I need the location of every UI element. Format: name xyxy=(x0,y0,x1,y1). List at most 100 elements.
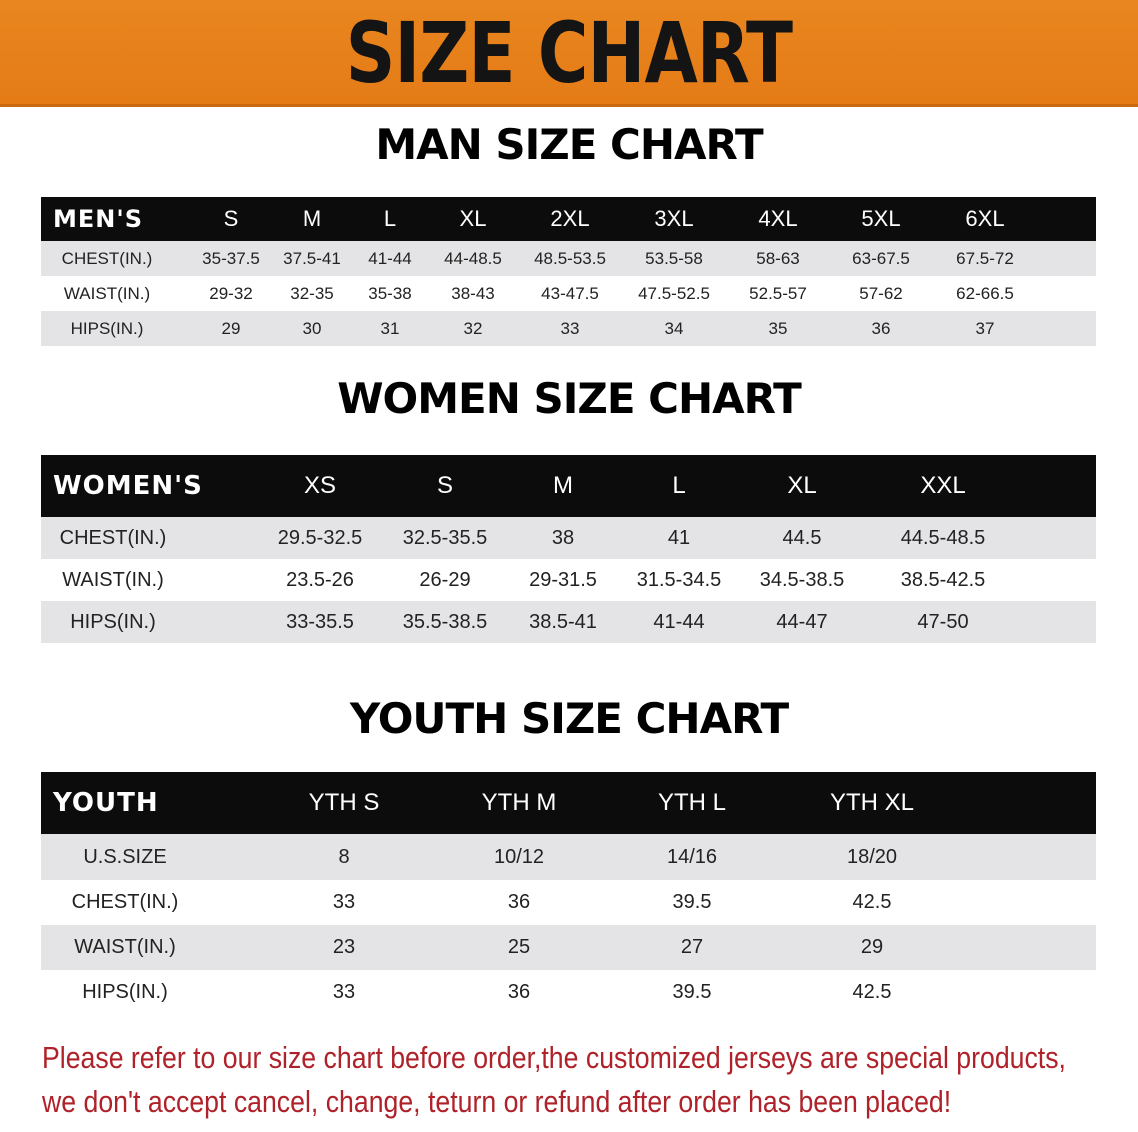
size-header-cell: L xyxy=(672,472,686,499)
table-title-cell: WOMEN'S xyxy=(53,471,203,501)
table-cell: 29 xyxy=(860,936,884,958)
table-title-cell: YOUTH xyxy=(53,788,159,818)
table-row: CHEST(IN.) 35-37.5 37.5-41 41-44 44-48.5 48.5… xyxy=(41,241,1096,276)
table-cell: 33 xyxy=(560,318,580,338)
table-cell: 29 xyxy=(221,318,241,338)
table-cell: 37.5-41 xyxy=(283,248,341,268)
measurement-label: HIPS(IN.) xyxy=(82,981,168,1003)
men-size-table: MEN'S S M L XL 2XL 3XL 4XL 5XL 6XL CHEST(IN.) 35-37… xyxy=(41,197,1096,346)
size-header-cell: XL xyxy=(787,472,817,499)
table-cell: 30 xyxy=(302,318,322,338)
banner-title: SIZE CHART xyxy=(345,4,793,102)
measurement-label: CHEST(IN.) xyxy=(71,891,179,913)
table-cell: 62-66.5 xyxy=(956,283,1014,303)
women-size-table: WOMEN'S XS S M L XL XXL CHEST(IN.) 29.5-32.5 32.5… xyxy=(41,455,1096,643)
table-cell: 42.5 xyxy=(852,981,892,1003)
table-cell: 38 xyxy=(551,526,575,549)
table-cell: 35-37.5 xyxy=(202,248,260,268)
table-cell: 27 xyxy=(680,936,704,958)
size-header-cell: YTH XL xyxy=(829,789,915,816)
measurement-label: CHEST(IN.) xyxy=(59,526,167,549)
measurement-label: WAIST(IN.) xyxy=(63,283,151,303)
table-cell: 41-44 xyxy=(653,610,705,633)
table-cell: 18/20 xyxy=(846,845,898,868)
table-cell: 58-63 xyxy=(756,248,800,268)
table-cell: 38.5-42.5 xyxy=(900,568,986,591)
measurement-label: U.S.SIZE xyxy=(83,845,167,868)
table-row: HIPS(IN.) 33 36 39.5 42.5 xyxy=(41,970,1096,1015)
size-header-cell: M xyxy=(302,206,322,231)
table-cell: 32 xyxy=(463,318,483,338)
table-cell: 33-35.5 xyxy=(286,610,354,633)
table-cell: 35.5-38.5 xyxy=(402,610,488,633)
size-header-cell: YTH M xyxy=(481,789,557,816)
size-header-cell: XS xyxy=(303,472,337,499)
table-cell: 35-38 xyxy=(368,283,412,303)
table-cell: 31 xyxy=(380,318,400,338)
table-cell: 44.5-48.5 xyxy=(900,526,986,549)
table-cell: 38.5-41 xyxy=(529,610,597,633)
table-cell: 8 xyxy=(338,845,350,868)
table-cell: 41-44 xyxy=(368,248,412,268)
table-cell: 43-47.5 xyxy=(541,283,599,303)
men-section-title: MAN SIZE CHART xyxy=(375,120,763,169)
table-row: WAIST(IN.) 29-32 32-35 35-38 38-43 43-47.5 47.… xyxy=(41,276,1096,311)
measurement-label: WAIST(IN.) xyxy=(62,568,164,591)
size-header-cell: XXL xyxy=(920,472,966,499)
size-header-cell: 4XL xyxy=(758,206,798,231)
men-header-row: MEN'S S M L XL 2XL 3XL 4XL 5XL 6XL xyxy=(41,197,1096,241)
table-cell: 26-29 xyxy=(419,568,471,591)
table-row: CHEST(IN.) 33 36 39.5 42.5 xyxy=(41,880,1096,925)
table-cell: 34.5-38.5 xyxy=(759,568,845,591)
table-cell: 10/12 xyxy=(493,845,545,868)
table-cell: 48.5-53.5 xyxy=(534,248,606,268)
table-cell: 35 xyxy=(768,318,788,338)
table-cell: 47.5-52.5 xyxy=(638,283,710,303)
size-header-cell: L xyxy=(383,206,397,231)
table-cell: 67.5-72 xyxy=(956,248,1014,268)
women-header-row: WOMEN'S XS S M L XL XXL xyxy=(41,455,1096,517)
table-cell: 39.5 xyxy=(672,891,712,913)
table-cell: 36 xyxy=(871,318,891,338)
table-row: WAIST(IN.) 23 25 27 29 xyxy=(41,925,1096,970)
table-cell: 63-67.5 xyxy=(852,248,910,268)
table-row: U.S.SIZE 8 10/12 14/16 18/20 xyxy=(41,834,1096,880)
table-title-cell: MEN'S xyxy=(53,205,143,233)
size-header-cell: YTH L xyxy=(657,789,727,816)
size-header-cell: 6XL xyxy=(965,206,1005,231)
table-cell: 31.5-34.5 xyxy=(636,568,722,591)
size-header-cell: M xyxy=(553,472,573,499)
youth-size-table: YOUTH YTH S YTH M YTH L YTH XL U.S.SIZE 8 10/12… xyxy=(41,772,1096,1015)
table-cell: 23 xyxy=(332,936,356,958)
table-cell: 14/16 xyxy=(666,845,718,868)
size-header-cell: S xyxy=(436,472,454,499)
table-cell: 36 xyxy=(507,981,531,1003)
table-cell: 23.5-26 xyxy=(286,568,354,591)
table-cell: 36 xyxy=(507,891,531,913)
table-cell: 29.5-32.5 xyxy=(277,526,363,549)
table-row: CHEST(IN.) 29.5-32.5 32.5-35.5 38 41 44.5 44.5… xyxy=(41,517,1096,559)
table-cell: 47-50 xyxy=(917,610,969,633)
table-cell: 39.5 xyxy=(672,981,712,1003)
table-cell: 53.5-58 xyxy=(645,248,703,268)
table-cell: 34 xyxy=(664,318,684,338)
size-header-cell: 3XL xyxy=(654,206,694,231)
measurement-label: HIPS(IN.) xyxy=(70,318,144,338)
table-row: HIPS(IN.) 29 30 31 32 33 34 35 36 37 xyxy=(41,311,1096,346)
table-cell: 32.5-35.5 xyxy=(402,526,488,549)
table-cell: 37 xyxy=(975,318,995,338)
table-cell: 52.5-57 xyxy=(749,283,807,303)
measurement-label: WAIST(IN.) xyxy=(74,936,176,958)
order-notice-line-2: we don't accept cancel, change, teturn o… xyxy=(42,1084,952,1119)
women-section-title: WOMEN SIZE CHART xyxy=(337,374,802,423)
size-header-cell: XL xyxy=(459,206,487,231)
size-chart-banner: SIZE CHART xyxy=(0,0,1138,107)
table-cell: 44.5 xyxy=(782,526,822,549)
table-row: HIPS(IN.) 33-35.5 35.5-38.5 38.5-41 41-44 44-… xyxy=(41,601,1096,643)
table-cell: 29-32 xyxy=(209,283,253,303)
table-cell: 41 xyxy=(667,526,691,549)
table-cell: 44-48.5 xyxy=(444,248,502,268)
size-header-cell: S xyxy=(223,206,239,231)
table-row: WAIST(IN.) 23.5-26 26-29 29-31.5 31.5-34.5 34… xyxy=(41,559,1096,601)
measurement-label: HIPS(IN.) xyxy=(70,610,156,633)
